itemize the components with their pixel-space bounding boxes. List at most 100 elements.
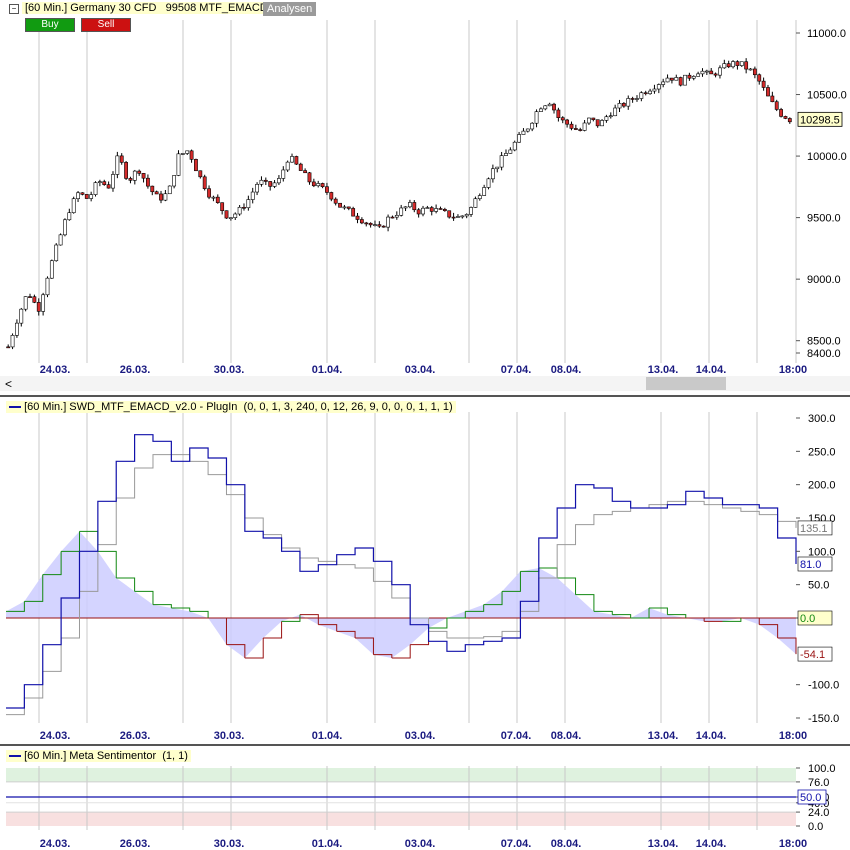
candle-body bbox=[560, 117, 565, 121]
candle-body bbox=[6, 346, 11, 349]
sent-tick-label: 0.0 bbox=[808, 821, 823, 833]
collapse-price-panel-icon[interactable]: − bbox=[9, 4, 19, 14]
emacd-tick-label: -100.0 bbox=[808, 680, 839, 692]
candle-body bbox=[434, 208, 439, 212]
candle-body bbox=[294, 156, 299, 165]
candle-body bbox=[132, 170, 137, 181]
candle-body bbox=[49, 260, 54, 279]
candle-body bbox=[263, 179, 268, 182]
candle-body bbox=[32, 296, 37, 303]
candle-body bbox=[211, 196, 216, 199]
histogram-segment bbox=[391, 644, 411, 659]
histogram-segment bbox=[24, 574, 44, 602]
candle-body bbox=[255, 184, 259, 193]
horizontal-scrollbar[interactable] bbox=[0, 376, 850, 391]
candle-body bbox=[97, 181, 102, 183]
histogram-segment bbox=[318, 624, 338, 632]
candle-body bbox=[285, 161, 290, 171]
histogram-segment bbox=[226, 644, 246, 658]
analysen-button[interactable]: Analysen bbox=[263, 2, 317, 16]
candle-body bbox=[10, 335, 15, 348]
sell-button[interactable]: Sell bbox=[81, 18, 131, 32]
date-label: 13.04. bbox=[648, 364, 679, 376]
emacd-tick-label: 50.0 bbox=[808, 580, 829, 592]
candle-body bbox=[482, 187, 487, 196]
candle-body bbox=[683, 74, 687, 86]
candle-body bbox=[272, 182, 277, 187]
sentiment-badge bbox=[797, 789, 827, 805]
histogram-segment bbox=[740, 617, 760, 625]
date-label: 08.04. bbox=[551, 364, 582, 376]
candle-body bbox=[76, 192, 80, 200]
candle-body bbox=[154, 191, 159, 195]
histogram-segment bbox=[152, 604, 172, 608]
date-label: 18:00 bbox=[779, 730, 807, 742]
candle-body bbox=[63, 219, 67, 236]
sent-tick-label: 24.0 bbox=[808, 807, 829, 819]
candle-body bbox=[656, 84, 661, 90]
candle-body bbox=[250, 191, 255, 200]
candle-body bbox=[787, 118, 792, 123]
date-label: 24.03. bbox=[40, 838, 71, 850]
price-tick-label: 10000.0 bbox=[807, 151, 847, 163]
axis-labels: 11000.010500.010000.09500.09000.08500.08… bbox=[40, 28, 847, 850]
histogram-segment bbox=[299, 614, 319, 625]
candle-body bbox=[735, 61, 740, 66]
histogram-segment bbox=[465, 604, 485, 612]
candle-body bbox=[180, 153, 185, 155]
candle-body bbox=[381, 225, 386, 228]
candle-body bbox=[58, 234, 63, 246]
candle-body bbox=[731, 61, 735, 68]
candle-body bbox=[617, 103, 622, 109]
candle-body bbox=[451, 216, 456, 219]
sentiment-bull-zone bbox=[6, 768, 796, 782]
candle-body bbox=[207, 188, 211, 198]
date-label: 01.04. bbox=[312, 364, 343, 376]
histogram-segment bbox=[612, 614, 632, 618]
candle-body bbox=[89, 194, 94, 199]
candle-body bbox=[508, 149, 513, 154]
scrollbar-thumb[interactable] bbox=[646, 377, 726, 390]
histogram-segment bbox=[667, 614, 687, 618]
candle-body bbox=[573, 128, 578, 130]
buy-button[interactable]: Buy bbox=[25, 18, 75, 32]
date-label: 13.04. bbox=[648, 730, 679, 742]
histogram-segment bbox=[722, 618, 742, 622]
candle-body bbox=[718, 67, 722, 76]
scroll-left-arrow[interactable]: < bbox=[5, 377, 13, 391]
date-label: 26.03. bbox=[120, 364, 151, 376]
candle-body bbox=[246, 199, 251, 209]
candle-body bbox=[587, 117, 591, 124]
candle-body bbox=[403, 206, 408, 209]
candle-body bbox=[600, 120, 604, 127]
candle-body bbox=[495, 166, 500, 170]
date-label: 26.03. bbox=[120, 838, 151, 850]
histogram-segment bbox=[630, 608, 650, 619]
date-label: 13.04. bbox=[648, 838, 679, 850]
badge-signal bbox=[797, 520, 833, 536]
date-label: 07.04. bbox=[501, 730, 532, 742]
candle-body bbox=[342, 206, 347, 209]
candle-body bbox=[670, 77, 674, 81]
candle-body bbox=[713, 73, 718, 76]
candle-body bbox=[28, 296, 32, 298]
histogram-segment bbox=[6, 601, 25, 612]
candle-body bbox=[150, 185, 155, 193]
candle-body bbox=[159, 193, 163, 201]
candle-body bbox=[329, 192, 334, 200]
histogram-segment bbox=[685, 617, 705, 622]
histogram-segment bbox=[649, 607, 668, 615]
candle-body bbox=[111, 174, 115, 189]
candle-body bbox=[93, 182, 98, 195]
candle-body bbox=[709, 70, 714, 75]
candle-body bbox=[277, 178, 281, 184]
emacd-legend-swatch bbox=[9, 406, 21, 409]
candle-body bbox=[429, 207, 434, 212]
last-price-badge bbox=[797, 111, 843, 127]
date-label: 14.04. bbox=[696, 730, 727, 742]
candle-body bbox=[202, 176, 207, 189]
grid-lines bbox=[38, 20, 758, 830]
date-label: 08.04. bbox=[551, 838, 582, 850]
candle-body bbox=[486, 178, 491, 188]
